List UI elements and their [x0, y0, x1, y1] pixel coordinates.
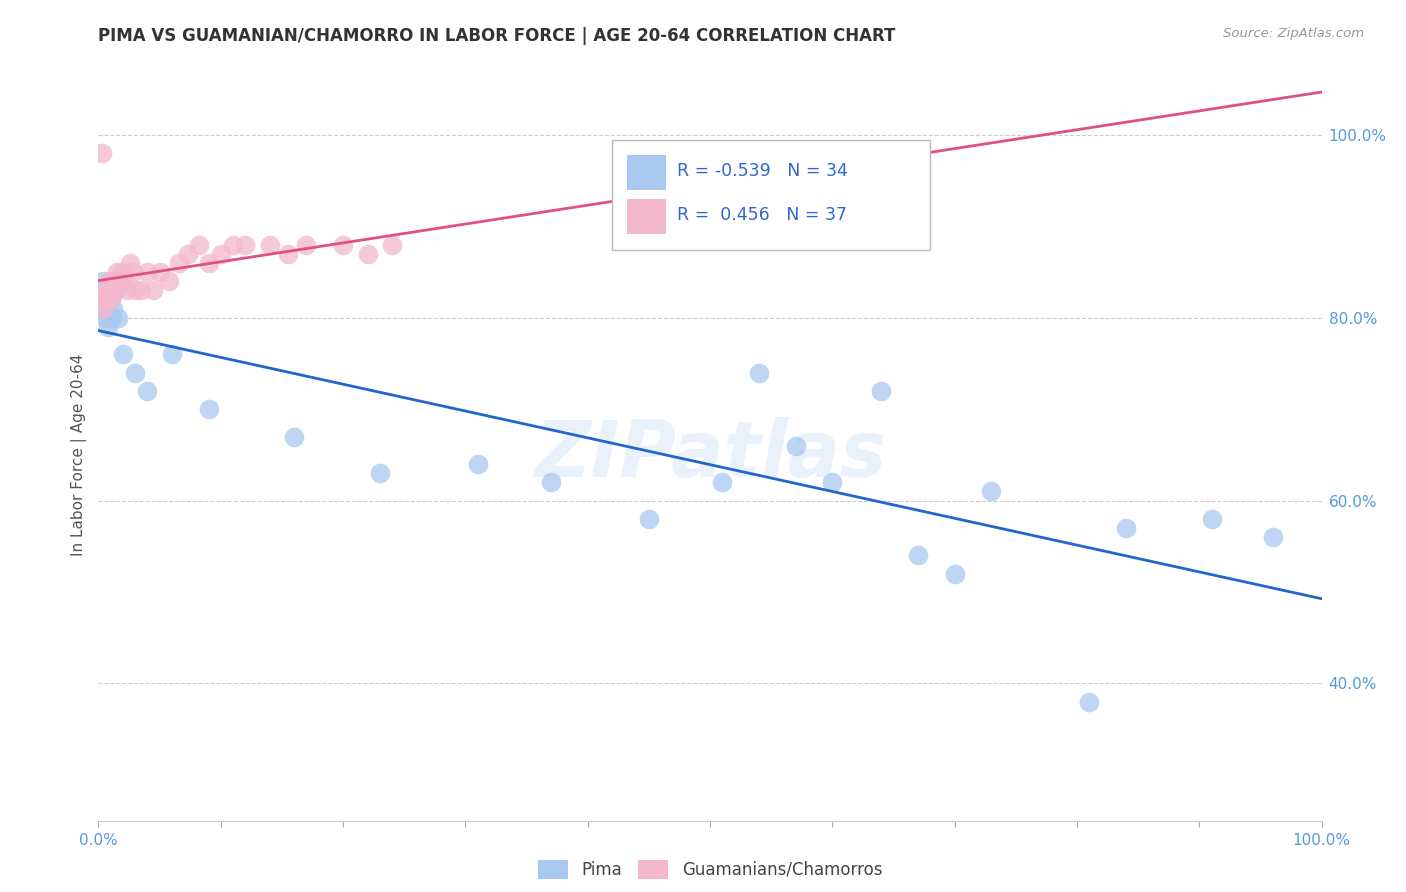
- Point: [197, 256, 219, 270]
- Point: [187, 237, 209, 252]
- Point: [129, 284, 152, 298]
- Point: [120, 256, 142, 270]
- Point: [115, 284, 138, 298]
- Point: [381, 237, 404, 252]
- Point: [1115, 521, 1137, 535]
- Point: [97, 284, 120, 298]
- Point: [332, 237, 354, 252]
- Point: [277, 247, 299, 261]
- Point: [943, 566, 966, 581]
- Point: [259, 237, 281, 252]
- Point: [748, 366, 770, 380]
- Point: [101, 310, 124, 325]
- Point: [785, 439, 807, 453]
- Point: [157, 274, 180, 288]
- Point: [91, 301, 114, 316]
- Legend: Pima, Guamanians/Chamorros: Pima, Guamanians/Chamorros: [531, 853, 889, 886]
- Point: [368, 466, 391, 480]
- Point: [97, 319, 120, 334]
- Point: [91, 274, 114, 288]
- Point: [112, 274, 135, 288]
- Point: [711, 475, 734, 490]
- Point: [980, 484, 1002, 499]
- Text: PIMA VS GUAMANIAN/CHAMORRO IN LABOR FORCE | AGE 20-64 CORRELATION CHART: PIMA VS GUAMANIAN/CHAMORRO IN LABOR FORC…: [98, 27, 896, 45]
- Text: ZIPatlas: ZIPatlas: [534, 417, 886, 493]
- Y-axis label: In Labor Force | Age 20-64: In Labor Force | Age 20-64: [72, 354, 87, 556]
- Point: [467, 457, 489, 471]
- Point: [94, 284, 117, 298]
- Point: [111, 265, 134, 279]
- Point: [638, 512, 661, 526]
- Point: [821, 475, 844, 490]
- Point: [167, 256, 190, 270]
- Text: R =  0.456   N = 37: R = 0.456 N = 37: [678, 206, 846, 224]
- Point: [100, 293, 122, 307]
- Point: [124, 366, 146, 380]
- Point: [105, 265, 128, 279]
- Point: [136, 265, 159, 279]
- Point: [96, 293, 118, 307]
- Point: [108, 274, 131, 288]
- Point: [98, 310, 121, 325]
- Point: [1201, 512, 1223, 526]
- Point: [103, 274, 125, 288]
- Point: [177, 247, 200, 261]
- Point: [96, 293, 118, 307]
- Point: [540, 475, 562, 490]
- Point: [98, 274, 121, 288]
- Point: [356, 247, 378, 261]
- Point: [93, 310, 115, 325]
- Bar: [627, 155, 666, 190]
- Point: [91, 146, 114, 161]
- Point: [136, 384, 159, 398]
- Point: [142, 284, 165, 298]
- Point: [209, 247, 232, 261]
- Point: [100, 293, 122, 307]
- FancyBboxPatch shape: [612, 140, 931, 250]
- Point: [101, 284, 124, 298]
- Point: [870, 384, 893, 398]
- Point: [94, 284, 117, 298]
- Point: [233, 237, 256, 252]
- Point: [222, 237, 245, 252]
- Point: [121, 265, 143, 279]
- Point: [101, 274, 124, 288]
- Point: [111, 347, 134, 361]
- Point: [295, 237, 318, 252]
- Point: [1078, 695, 1101, 709]
- Point: [907, 549, 929, 563]
- Bar: [627, 199, 666, 234]
- Point: [124, 284, 146, 298]
- Point: [91, 301, 114, 316]
- Point: [107, 310, 129, 325]
- Text: Source: ZipAtlas.com: Source: ZipAtlas.com: [1223, 27, 1364, 40]
- Point: [283, 429, 305, 443]
- Point: [160, 347, 183, 361]
- Point: [101, 301, 124, 316]
- Point: [1261, 530, 1284, 544]
- Point: [104, 284, 127, 298]
- Text: R = -0.539   N = 34: R = -0.539 N = 34: [678, 162, 848, 180]
- Point: [93, 293, 115, 307]
- Point: [149, 265, 172, 279]
- Point: [197, 402, 219, 417]
